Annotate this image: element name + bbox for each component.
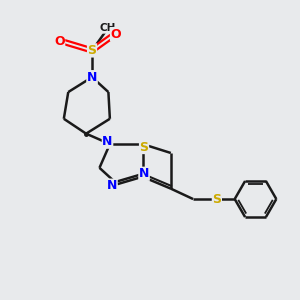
Text: O: O bbox=[110, 28, 121, 40]
Text: CH₃: CH₃ bbox=[99, 23, 120, 33]
Text: S: S bbox=[88, 44, 97, 57]
Text: S: S bbox=[140, 140, 148, 154]
Text: N: N bbox=[139, 167, 149, 180]
Text: O: O bbox=[54, 35, 65, 48]
Text: N: N bbox=[102, 135, 113, 148]
Text: N: N bbox=[87, 71, 97, 84]
Text: N: N bbox=[107, 179, 117, 192]
Text: S: S bbox=[212, 193, 221, 206]
